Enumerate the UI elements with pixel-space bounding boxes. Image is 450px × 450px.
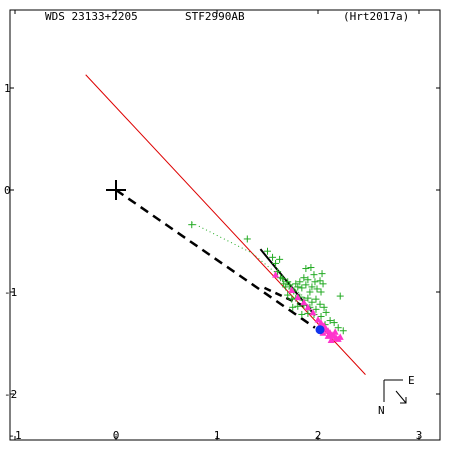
- observation-plus: [316, 277, 324, 285]
- observation-plus: [308, 283, 316, 291]
- primary-star: [106, 180, 126, 200]
- axis-ticks: -1 0 1 2 3 1 0 -1 -2: [4, 10, 440, 442]
- x-tick-label: 2: [315, 429, 322, 442]
- observation-plus: [312, 295, 320, 303]
- observation-plus: [312, 305, 320, 313]
- observation-plus: [264, 247, 271, 255]
- observation-plus: [310, 271, 318, 279]
- observation-plus: [284, 291, 292, 299]
- observation-plus: [296, 278, 304, 286]
- observation-triangle: [331, 328, 339, 335]
- observation-marks: [106, 180, 347, 343]
- observation-plus: [294, 302, 302, 310]
- x-tick-label: 0: [113, 429, 120, 442]
- observation-plus: [313, 285, 321, 293]
- observation-triangle: [314, 316, 322, 323]
- observation-triangle: [317, 319, 325, 326]
- y-tick-label: -2: [4, 388, 17, 401]
- observation-plus: [306, 288, 314, 296]
- observation-plus: [339, 327, 347, 335]
- observation-plus: [300, 274, 308, 282]
- observation-plus: [269, 253, 277, 261]
- observation-plus: [334, 324, 342, 332]
- y-tick-label: -1: [4, 286, 17, 299]
- observation-plus: [289, 303, 297, 311]
- observation-plus: [276, 255, 284, 263]
- y-tick-label: 0: [4, 184, 11, 197]
- observation-plus: [243, 235, 251, 243]
- observation-triangle: [324, 332, 332, 339]
- observation-plus: [311, 278, 319, 286]
- observation-plus: [322, 308, 330, 316]
- observation-plus: [320, 303, 328, 311]
- observation-plus: [307, 264, 315, 272]
- x-tick-label: 3: [416, 429, 423, 442]
- observation-plus: [319, 280, 327, 288]
- observation-plus: [294, 283, 302, 291]
- observation-plus: [272, 259, 280, 267]
- compass-motion-arrow: [395, 390, 407, 404]
- compass-north-label: N: [378, 404, 385, 417]
- observation-triangle: [304, 303, 312, 311]
- observation-plus: [302, 265, 310, 273]
- observation-dot: [315, 325, 325, 335]
- observation-plus: [317, 288, 325, 296]
- compass-motion-arrowhead: [400, 397, 407, 404]
- observation-plus: [304, 309, 312, 317]
- observation-plus: [282, 283, 290, 291]
- observation-plus: [188, 221, 196, 229]
- wds-label: WDS 23133+2205: [45, 10, 138, 23]
- observation-plus: [326, 317, 334, 325]
- observation-plus: [279, 275, 287, 283]
- observation-plus: [274, 268, 282, 276]
- observation-triangle: [288, 286, 296, 293]
- observation-triangle: [309, 308, 317, 316]
- observation-plus: [336, 292, 344, 300]
- observation-triangle: [336, 333, 344, 340]
- x-tick-label: -1: [8, 429, 21, 442]
- x-tick-label: 1: [214, 429, 221, 442]
- compass: E N: [378, 374, 415, 417]
- observation-plus: [286, 281, 294, 289]
- compass-east-label: E: [408, 374, 415, 387]
- reference-label: (Hrt2017a): [343, 10, 409, 23]
- observation-triangle: [272, 271, 280, 278]
- observation-triangle: [294, 293, 302, 301]
- observation-plus: [298, 310, 306, 318]
- observation-plus: [298, 284, 306, 292]
- observation-plus: [302, 281, 310, 289]
- observation-plus: [330, 319, 338, 327]
- y-tick-label: 1: [4, 82, 11, 95]
- dashed-path: [115, 188, 316, 329]
- discoverer-label: STF2990AB: [185, 10, 245, 23]
- plot-frame: [9, 9, 441, 441]
- observation-plus: [308, 298, 316, 306]
- observation-triangle: [327, 336, 335, 343]
- dashed-path-2: [263, 286, 312, 311]
- observation-triangle: [300, 298, 308, 306]
- observation-plus: [288, 295, 296, 303]
- observation-plus: [318, 270, 326, 278]
- observation-plus: [317, 312, 325, 320]
- observation-plus: [304, 294, 312, 302]
- observation-plus: [304, 276, 312, 284]
- observation-plus: [316, 300, 324, 308]
